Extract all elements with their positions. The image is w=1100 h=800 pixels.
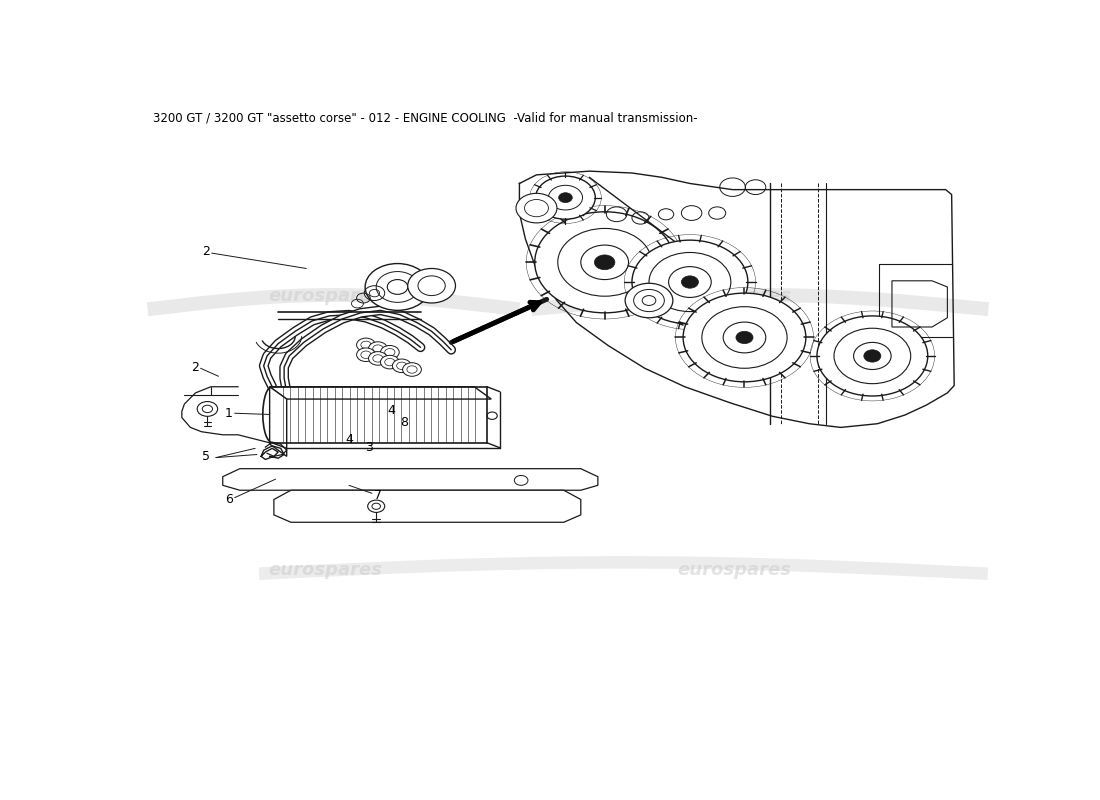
Polygon shape [222,469,598,490]
Text: eurospares: eurospares [268,562,382,579]
Circle shape [356,338,375,352]
Text: 6: 6 [226,493,233,506]
Circle shape [381,346,399,359]
Circle shape [368,342,387,355]
Circle shape [817,316,927,396]
Circle shape [864,350,881,362]
Text: 2: 2 [202,245,210,258]
Circle shape [381,355,399,369]
Circle shape [559,193,572,202]
Circle shape [365,263,430,310]
Circle shape [681,276,698,288]
Circle shape [631,240,748,324]
Text: 4: 4 [387,404,396,417]
Text: eurospares: eurospares [678,562,791,579]
Circle shape [683,293,806,382]
Polygon shape [270,386,287,456]
Text: 5: 5 [202,450,210,463]
Text: 3: 3 [365,441,373,454]
Text: 7: 7 [374,489,383,502]
Circle shape [356,348,375,362]
Text: 2: 2 [191,361,199,374]
Circle shape [393,359,411,373]
Circle shape [625,283,673,318]
Circle shape [403,362,421,376]
Polygon shape [274,490,581,522]
Circle shape [535,212,674,313]
Circle shape [368,352,387,365]
Text: eurospares: eurospares [268,287,382,305]
Text: 4: 4 [345,434,353,446]
Circle shape [516,194,557,223]
Polygon shape [270,386,492,399]
Circle shape [736,331,754,344]
Text: 8: 8 [400,416,408,429]
Circle shape [408,269,455,303]
Text: 1: 1 [226,406,233,420]
Text: 3200 GT / 3200 GT "assetto corse" - 012 - ENGINE COOLING  -Valid for manual tran: 3200 GT / 3200 GT "assetto corse" - 012 … [153,111,697,124]
Text: eurospares: eurospares [678,287,791,305]
Circle shape [536,176,595,219]
Circle shape [594,255,615,270]
